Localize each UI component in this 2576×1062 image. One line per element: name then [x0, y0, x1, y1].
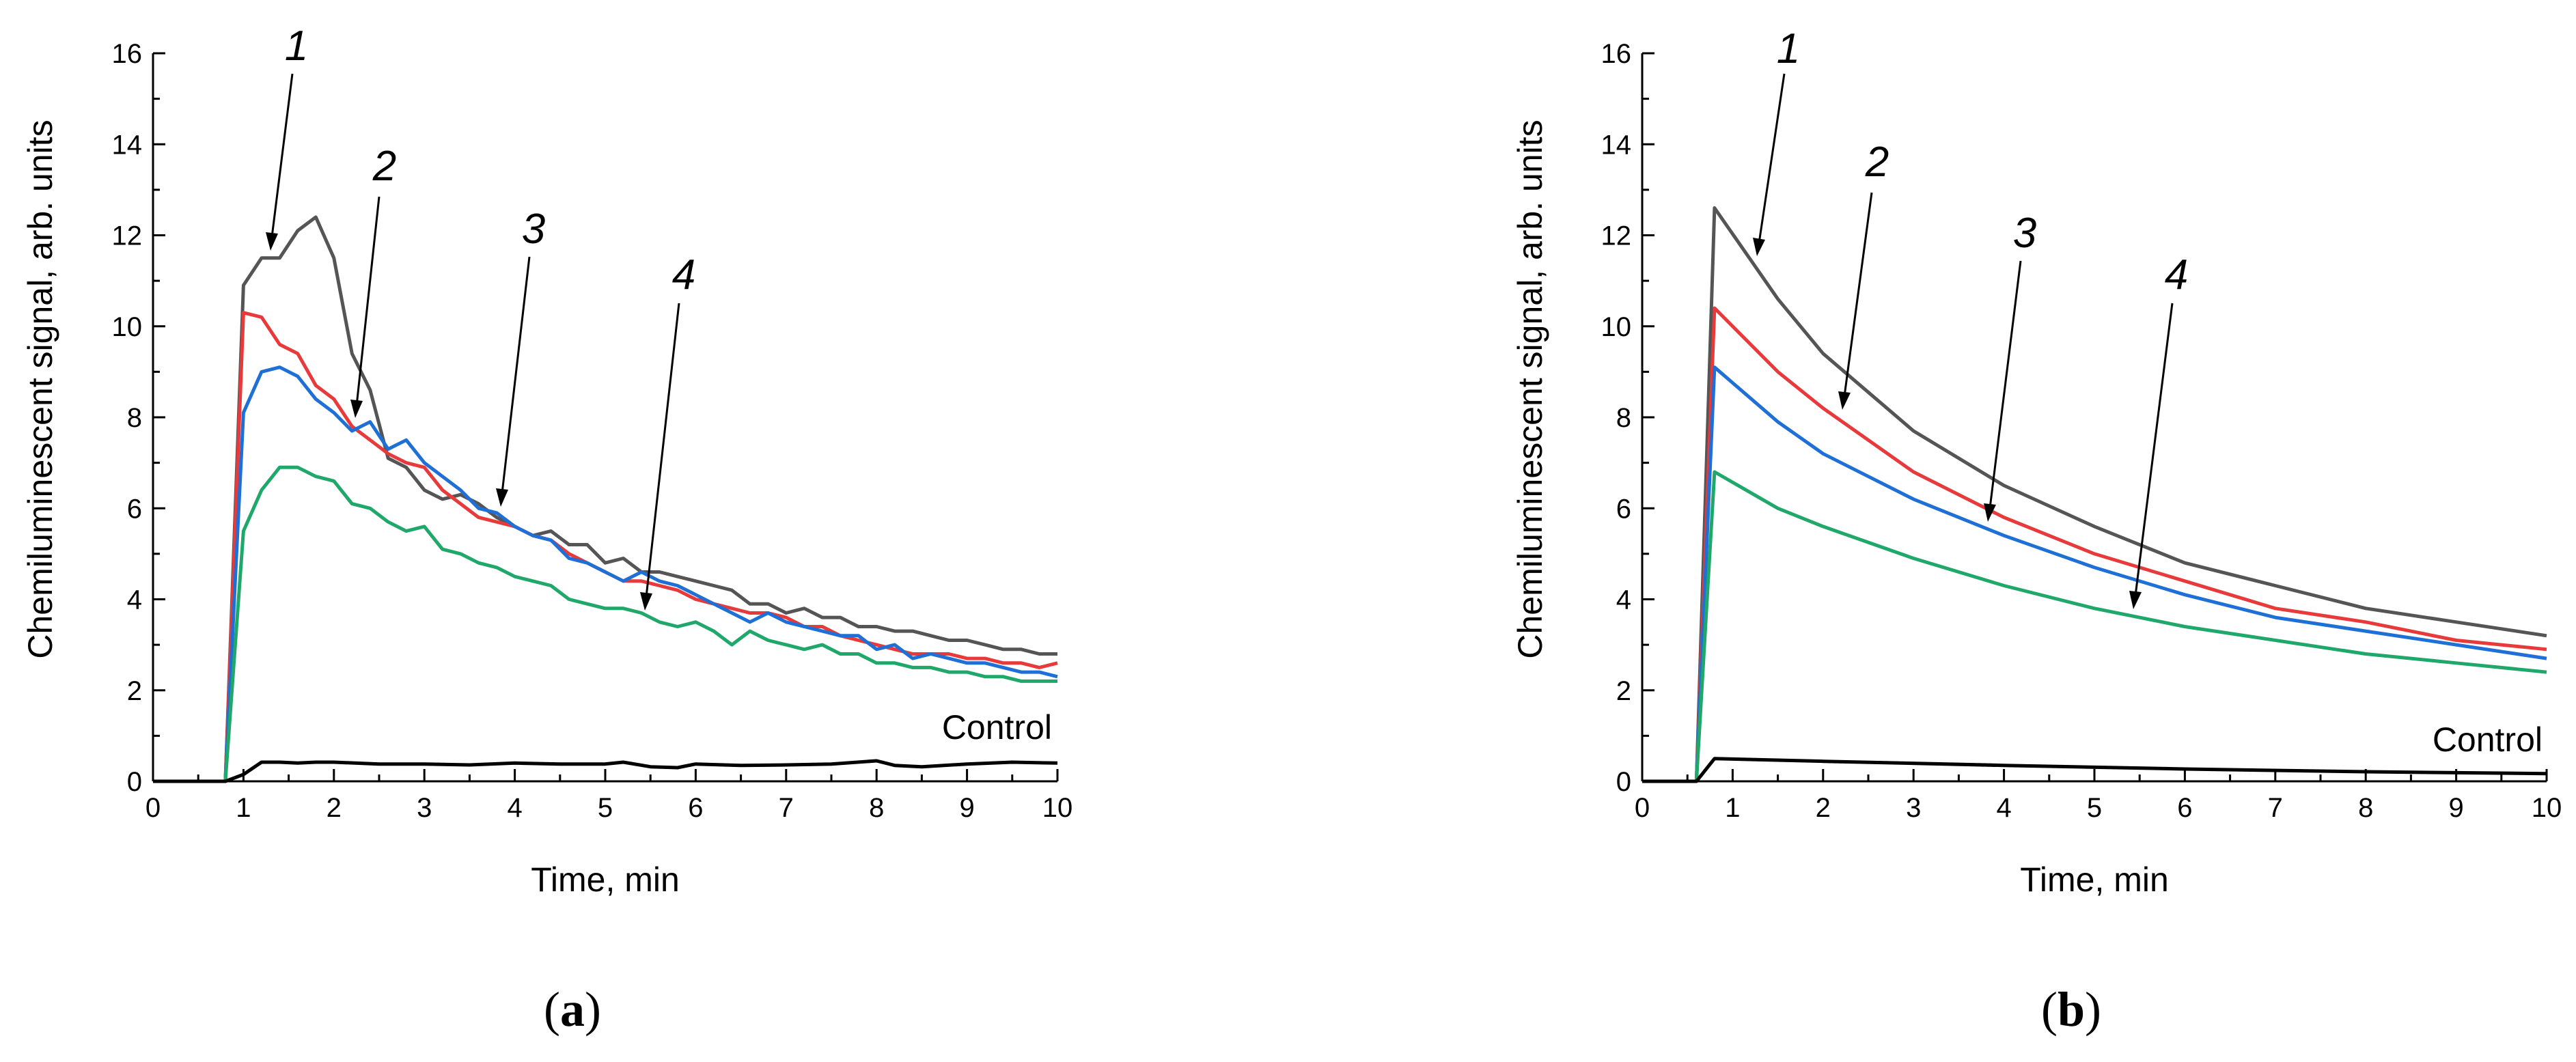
- panel-b-x-tick-label: 3: [1906, 793, 1921, 823]
- panel-a-y-tick-label: 0: [127, 767, 142, 797]
- panel-b-x-tick-label: 10: [2532, 793, 2562, 823]
- panel-a-x-tick-label: 10: [1042, 793, 1073, 823]
- panel-b-arrow-2: [1843, 192, 1873, 397]
- panel-b-y-tick-label: 10: [1601, 312, 1632, 342]
- panel-b-arrow-2-head: [1838, 391, 1851, 410]
- panel-a-arrow-1: [271, 73, 294, 238]
- panel-b-x-tick-label: 8: [2358, 793, 2373, 823]
- panel-a-x-tick-label: 2: [327, 793, 342, 823]
- panel-b-x-tick-label: 6: [2177, 793, 2192, 823]
- panel-a-y-tick-label: 14: [112, 130, 143, 160]
- panel-b-y-tick-label: 12: [1601, 221, 1632, 251]
- panel-b-x-tick-label: 1: [1725, 793, 1740, 823]
- panel-a-arrow-4: [645, 303, 680, 598]
- panel-a-y-tick-label: 8: [127, 403, 142, 433]
- panel-b-curve-label-3: 3: [2013, 210, 2036, 257]
- panel-a-y-axis-title: Chemiluminescent signal, arb. units: [21, 120, 59, 658]
- panel-a-y-tick-label: 10: [112, 312, 143, 342]
- panel-b-series-4-line: [1642, 470, 2547, 783]
- panel-b-caption-letter: b: [2058, 982, 2085, 1037]
- panel-b-chart: Chemiluminescent signal, arb. units Time…: [1511, 25, 2562, 1037]
- panel-b-x-tick-label: 5: [2087, 793, 2102, 823]
- panel-a-series-3-line: [153, 365, 1058, 783]
- panel-b-arrow-3: [1989, 260, 2022, 509]
- panel-b-y-tick-label: 6: [1616, 494, 1631, 524]
- panel-a-series-control-line: [153, 759, 1058, 783]
- panel-b-x-tick-label: 2: [1816, 793, 1831, 823]
- panel-a-x-tick-label: 7: [779, 793, 794, 823]
- panel-b-arrow-4-head: [2129, 591, 2142, 609]
- panel-b-y-tick-label: 2: [1616, 676, 1631, 706]
- panel-a-x-tick-label: 3: [417, 793, 432, 823]
- panel-a-series: [153, 215, 1058, 783]
- panel-b-caption: (b): [2041, 982, 2101, 1037]
- panel-a-x-tick-label: 0: [146, 793, 161, 823]
- panel-a-arrow-1-head: [266, 232, 278, 251]
- panel-b-y-tick-label: 16: [1601, 39, 1632, 69]
- panel-b-x-tick-label: 7: [2268, 793, 2283, 823]
- panel-a-x-tick-label: 1: [236, 793, 251, 823]
- panel-a-x-tick-label: 8: [869, 793, 884, 823]
- panel-b-control-label: Control: [2433, 721, 2543, 759]
- panel-a-curve-label-2: 2: [372, 143, 396, 190]
- panel-b-series-2-line: [1642, 306, 2547, 783]
- panel-a-x-tick-label: 9: [959, 793, 974, 823]
- panel-a-y-tick-label: 4: [127, 585, 142, 615]
- panel-b-y-tick-label: 0: [1616, 767, 1631, 797]
- panel-b-y-tick-label: 8: [1616, 403, 1631, 433]
- panel-b-curve-label-4: 4: [2165, 251, 2188, 298]
- panel-b-series-control-line: [1642, 757, 2547, 783]
- panel-b-x-tick-label: 4: [1996, 793, 2011, 823]
- panel-b-arrow-4: [2134, 303, 2174, 596]
- panel-a-y-tick-label: 6: [127, 494, 142, 524]
- panel-a-x-tick-label: 6: [688, 793, 703, 823]
- panel-b-x-tick-label: 9: [2448, 793, 2463, 823]
- panel-b-y-axis-title: Chemiluminescent signal, arb. units: [1511, 120, 1549, 658]
- panel-a-curve-label-3: 3: [522, 206, 545, 253]
- panel-b-y-tick-label: 14: [1601, 130, 1632, 160]
- panel-a-arrow-3: [501, 256, 531, 494]
- panel-a-y-tick-label: 16: [112, 39, 143, 69]
- panel-a-x-tick-label: 4: [507, 793, 522, 823]
- panel-a-control-label: Control: [942, 708, 1052, 746]
- panel-b-curve-label-1: 1: [1777, 25, 1800, 72]
- panel-a-series-1-line: [153, 215, 1057, 783]
- panel-a-arrow-2-head: [350, 400, 363, 418]
- panel-a-curve-label-1: 1: [285, 23, 308, 70]
- panel-a-y-tick-label: 12: [112, 221, 143, 251]
- panel-b-arrow-3-head: [1984, 503, 1996, 522]
- panel-b-y-tick-label: 4: [1616, 585, 1631, 615]
- panel-b-series-3-line: [1642, 365, 2547, 783]
- panel-b-x-axis-title: Time, min: [2020, 861, 2169, 899]
- panel-b-x-tick-label: 0: [1635, 793, 1650, 823]
- panel-a-arrow-4-head: [640, 592, 652, 611]
- panel-b-arrow-1: [1758, 73, 1786, 244]
- panel-a-y-tick-label: 2: [127, 676, 142, 706]
- panel-a-arrow-3-head: [496, 488, 508, 507]
- panel-a-series-2-line: [153, 311, 1058, 783]
- panel-a-series-4-line: [153, 465, 1057, 783]
- panel-a-chart: Chemiluminescent signal, arb. units Time…: [21, 23, 1072, 1037]
- panel-b-series: [1642, 206, 2547, 783]
- panel-a-caption: (a): [544, 982, 601, 1037]
- panel-a-arrow-2: [355, 196, 380, 406]
- panel-b-curve-label-2: 2: [1865, 139, 1889, 186]
- panel-a-curve-label-4: 4: [672, 251, 695, 298]
- panel-a-x-tick-label: 5: [598, 793, 613, 823]
- panel-a-x-axis-title: Time, min: [531, 861, 680, 899]
- panel-a-caption-letter: a: [560, 982, 585, 1037]
- panel-b-arrow-1-head: [1753, 238, 1765, 256]
- panel-b-series-1-line: [1642, 206, 2547, 783]
